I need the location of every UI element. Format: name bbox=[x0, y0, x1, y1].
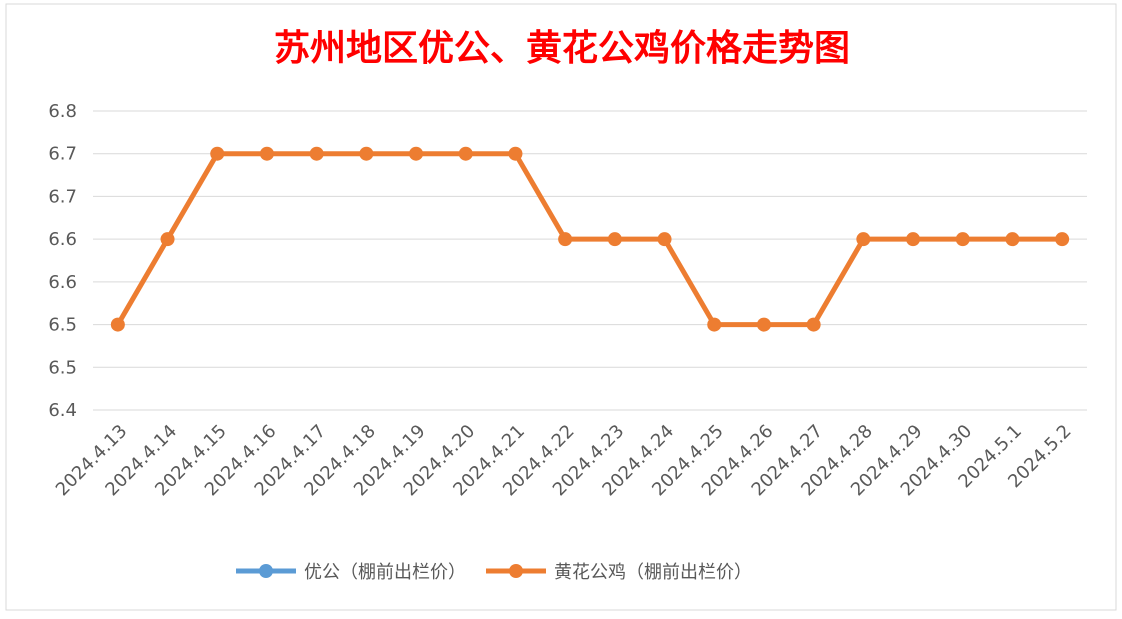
data-point bbox=[906, 232, 921, 247]
data-point bbox=[558, 232, 573, 247]
chart-frame bbox=[5, 3, 1117, 611]
legend-marker bbox=[259, 564, 273, 578]
data-point bbox=[409, 146, 424, 161]
data-point bbox=[458, 146, 473, 161]
y-tick-label: 6.4 bbox=[48, 400, 77, 421]
legend-marker bbox=[509, 564, 523, 578]
y-tick-label: 6.7 bbox=[48, 144, 77, 165]
y-tick-label: 6.6 bbox=[48, 272, 77, 293]
data-point bbox=[110, 317, 125, 332]
series-line bbox=[115, 151, 1063, 328]
chart-title: 苏州地区优公、黄花公鸡价格走势图 bbox=[274, 27, 850, 69]
legend-label: 优公（棚前出栏价） bbox=[304, 562, 466, 583]
y-tick-label: 6.6 bbox=[48, 229, 77, 250]
legend-item: 黄花公鸡（棚前出栏价） bbox=[486, 562, 752, 583]
data-point bbox=[707, 317, 722, 332]
data-point bbox=[309, 146, 324, 161]
data-point bbox=[856, 232, 871, 247]
data-point bbox=[259, 146, 274, 161]
data-point bbox=[657, 232, 672, 247]
data-point bbox=[160, 232, 175, 247]
data-point bbox=[1055, 232, 1070, 247]
data-point bbox=[210, 146, 225, 161]
y-tick-label: 6.5 bbox=[48, 315, 77, 336]
data-point bbox=[955, 232, 970, 247]
data-point bbox=[607, 232, 622, 247]
y-tick-label: 6.5 bbox=[48, 357, 77, 378]
data-point bbox=[508, 146, 523, 161]
y-tick-label: 6.7 bbox=[48, 186, 77, 207]
y-tick-label: 6.8 bbox=[48, 101, 77, 122]
data-point bbox=[806, 317, 821, 332]
legend-item: 优公（棚前出栏价） bbox=[236, 562, 466, 583]
legend-label: 黄花公鸡（棚前出栏价） bbox=[554, 562, 752, 583]
data-point bbox=[756, 317, 771, 332]
data-point bbox=[359, 146, 374, 161]
data-point bbox=[1005, 232, 1020, 247]
